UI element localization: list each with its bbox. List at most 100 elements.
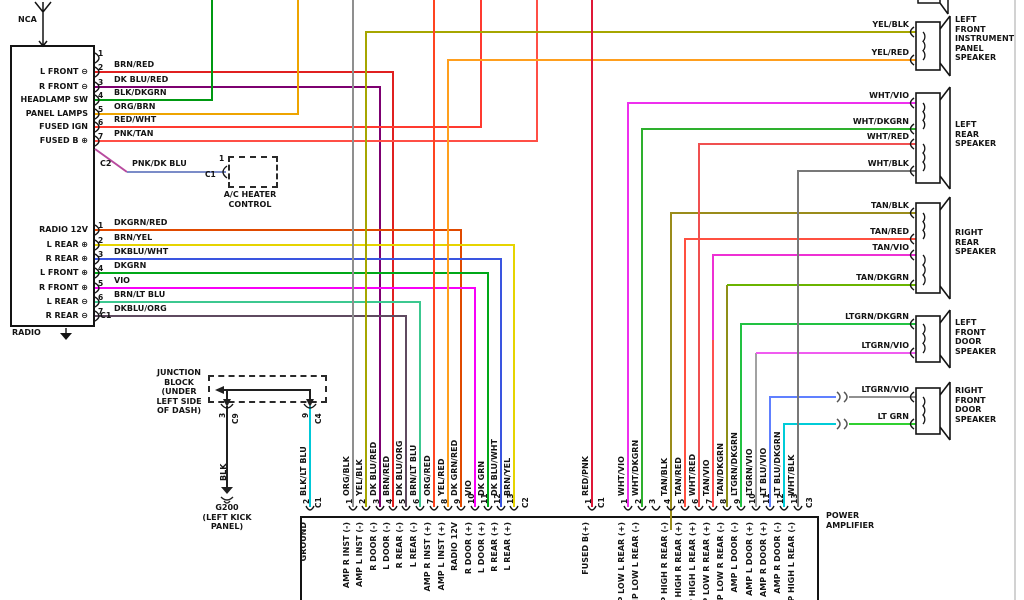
pin-number: 1 — [345, 498, 354, 504]
pin-bracket-icon — [623, 505, 633, 511]
amp-pin-function: R DOOR (+) — [464, 522, 473, 575]
speaker-terminal-icon — [909, 165, 915, 177]
speaker-coil-icon — [922, 102, 926, 130]
wire-label: WHT/DKGRN — [852, 117, 909, 126]
connector-label: C1 — [314, 497, 323, 508]
wire-tan-blk — [670, 212, 916, 530]
speaker-name: RIGHT FRONT DOOR SPEAKER — [955, 386, 997, 424]
wire-lt-blu-dkgrn — [783, 423, 836, 507]
speaker-terminal-icon — [909, 123, 915, 135]
pin-bracket-icon — [94, 52, 100, 64]
wire-yel-red — [447, 59, 916, 507]
pin-number: 6 — [412, 498, 421, 504]
pin-number: 8 — [440, 498, 449, 504]
connector-label: C2 — [100, 159, 112, 168]
wire-label: BRN/RED — [114, 60, 155, 69]
pin-bracket-icon — [415, 505, 425, 511]
radio-pin-label: HEADLAMP SW — [20, 95, 88, 104]
wire-label: DKBLU/ORG — [114, 304, 167, 313]
wire-label: TAN/RED — [674, 457, 683, 496]
pin-number: 3 — [98, 78, 104, 87]
pin-bracket-icon — [666, 505, 676, 511]
pin-bracket-icon — [751, 505, 761, 511]
pin-bracket-icon — [651, 505, 661, 511]
antenna-icon — [34, 1, 52, 48]
pin-number: 3 — [218, 412, 227, 418]
wire-tan-vio — [712, 254, 916, 340]
connector-label: C3 — [805, 497, 814, 508]
ac-heater-control-box — [228, 156, 278, 188]
pin-number: 4 — [663, 498, 672, 504]
amp-pin-function: AMP R INST (+) — [423, 522, 432, 592]
connector-label: C1 — [205, 170, 216, 179]
speaker-cone-icon — [939, 196, 951, 300]
junction-block-box — [208, 375, 327, 403]
speaker-coil-icon — [922, 254, 926, 286]
speaker-cone-icon — [939, 381, 951, 441]
speaker-coil-icon — [922, 31, 926, 61]
amp-pin-function: L REAR (+) — [503, 522, 512, 571]
speaker-name: RIGHT REAR SPEAKER — [955, 228, 997, 256]
connector-label: C1 — [597, 497, 606, 508]
wire-wht-dkgrn — [641, 128, 916, 507]
wire-dkgrn-red — [95, 229, 462, 507]
wire-label: LTGRN/DKGRN — [845, 312, 909, 321]
pin-bracket-icon — [443, 505, 453, 511]
wire-label: LTGRN/VIO — [861, 341, 909, 350]
amp-pin-function: AMP L DOOR (+) — [745, 522, 754, 596]
pin-bracket-icon — [587, 505, 597, 511]
wire-yel-blk — [365, 31, 916, 507]
amp-pin-function: RADIO 12V — [450, 522, 459, 571]
speaker-icon — [915, 92, 941, 184]
wire-label: BRN/YEL — [114, 233, 153, 242]
amp-pin-function: AMP LOW L REAR (+) — [617, 522, 626, 600]
speaker-terminal-icon — [909, 347, 915, 359]
power-amplifier-box — [300, 516, 819, 600]
pin-number: 2 — [98, 63, 104, 72]
speaker-icon — [915, 202, 941, 294]
speaker-coil-icon — [922, 396, 926, 425]
speaker-terminal-icon — [909, 249, 915, 261]
pin-bracket-icon — [765, 505, 775, 511]
pin-number: 4 — [98, 264, 104, 273]
pin-bracket-icon — [94, 239, 100, 251]
pin-number: 6 — [691, 498, 700, 504]
wire-label: TAN/BLK — [660, 457, 669, 496]
pin-number: 5 — [98, 105, 104, 114]
wire-label: DK BLU/RED — [114, 75, 169, 84]
pin-number: 2 — [634, 498, 643, 504]
speaker-terminal-icon — [909, 233, 915, 245]
wire-label: TAN/BLK — [870, 201, 909, 210]
pin-number: 6 — [98, 118, 104, 127]
speaker-cone-icon — [939, 15, 951, 77]
pin-number: 7 — [98, 132, 104, 141]
pin-bracket-icon — [470, 505, 480, 511]
pin-number: 1 — [98, 221, 104, 230]
wire-label: WHT/DKGRN — [631, 439, 640, 496]
wire-label: DK BLU/ORG — [395, 440, 404, 496]
pin-bracket-icon — [694, 505, 704, 511]
junction-arrow-icon — [223, 399, 231, 407]
pin-bracket-icon — [94, 81, 100, 93]
wire-label: BLK/LT BLU — [299, 446, 308, 496]
wire-label: LT BLU/VIO — [759, 447, 768, 496]
speaker-terminal-icon — [909, 54, 915, 66]
wire-label: YEL/BLK — [872, 20, 909, 29]
pin-bracket-icon — [779, 505, 789, 511]
wire-pnk-tan — [95, 0, 538, 142]
speaker-terminal-icon — [909, 207, 915, 219]
wire-label: LTGRN/VIO — [861, 385, 909, 394]
pin-number: 4 — [385, 498, 394, 504]
wire-label: LTGRN/VIO — [745, 448, 754, 496]
pin-number: 1 — [98, 49, 104, 58]
g200-ground-icon — [221, 487, 233, 494]
amp-pin-function: AMP LOW R REAR (-) — [716, 522, 725, 600]
pin-bracket-icon — [348, 505, 358, 511]
wire-label: BLK — [219, 463, 228, 481]
wire-org-brn — [95, 0, 299, 115]
radio-pin-label: L REAR ⊖ — [46, 297, 88, 306]
pin-bracket-icon — [496, 505, 506, 511]
amp-pin-function: AMP HIGH R REAR (-) — [660, 522, 669, 600]
wire-label: BRN/LT BLU — [114, 290, 166, 299]
wire-label: TAN/VIO — [702, 459, 711, 496]
